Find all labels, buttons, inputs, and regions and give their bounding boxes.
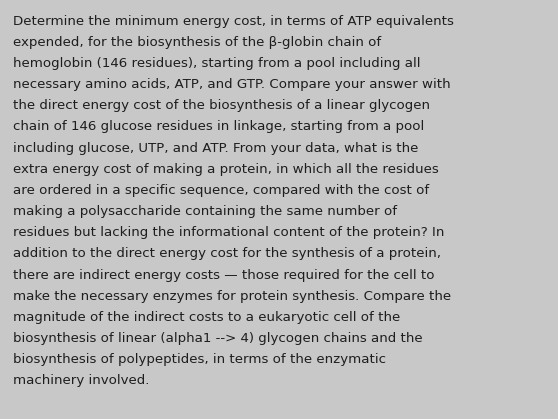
Text: are ordered in a specific sequence, compared with the cost of: are ordered in a specific sequence, comp… [13,184,430,197]
Text: the direct energy cost of the biosynthesis of a linear glycogen: the direct energy cost of the biosynthes… [13,99,430,112]
Text: addition to the direct energy cost for the synthesis of a protein,: addition to the direct energy cost for t… [13,247,441,261]
Text: there are indirect energy costs — those required for the cell to: there are indirect energy costs — those … [13,269,435,282]
Text: biosynthesis of polypeptides, in terms of the enzymatic: biosynthesis of polypeptides, in terms o… [13,353,386,366]
Text: Determine the minimum energy cost, in terms of ATP equivalents: Determine the minimum energy cost, in te… [13,15,454,28]
Text: including glucose, UTP, and ATP. From your data, what is the: including glucose, UTP, and ATP. From yo… [13,142,418,155]
Text: necessary amino acids, ATP, and GTP. Compare your answer with: necessary amino acids, ATP, and GTP. Com… [13,78,451,91]
Text: magnitude of the indirect costs to a eukaryotic cell of the: magnitude of the indirect costs to a euk… [13,311,401,324]
Text: hemoglobin (146 residues), starting from a pool including all: hemoglobin (146 residues), starting from… [13,57,421,70]
Text: making a polysaccharide containing the same number of: making a polysaccharide containing the s… [13,205,397,218]
Text: extra energy cost of making a protein, in which all the residues: extra energy cost of making a protein, i… [13,163,439,176]
Text: chain of 146 glucose residues in linkage, starting from a pool: chain of 146 glucose residues in linkage… [13,121,425,134]
Text: residues but lacking the informational content of the protein? In: residues but lacking the informational c… [13,226,445,239]
Text: biosynthesis of linear (alpha1 --> 4) glycogen chains and the: biosynthesis of linear (alpha1 --> 4) gl… [13,332,423,345]
Text: expended, for the biosynthesis of the β-globin chain of: expended, for the biosynthesis of the β-… [13,36,382,49]
Text: make the necessary enzymes for protein synthesis. Compare the: make the necessary enzymes for protein s… [13,290,451,303]
Text: machinery involved.: machinery involved. [13,375,150,388]
